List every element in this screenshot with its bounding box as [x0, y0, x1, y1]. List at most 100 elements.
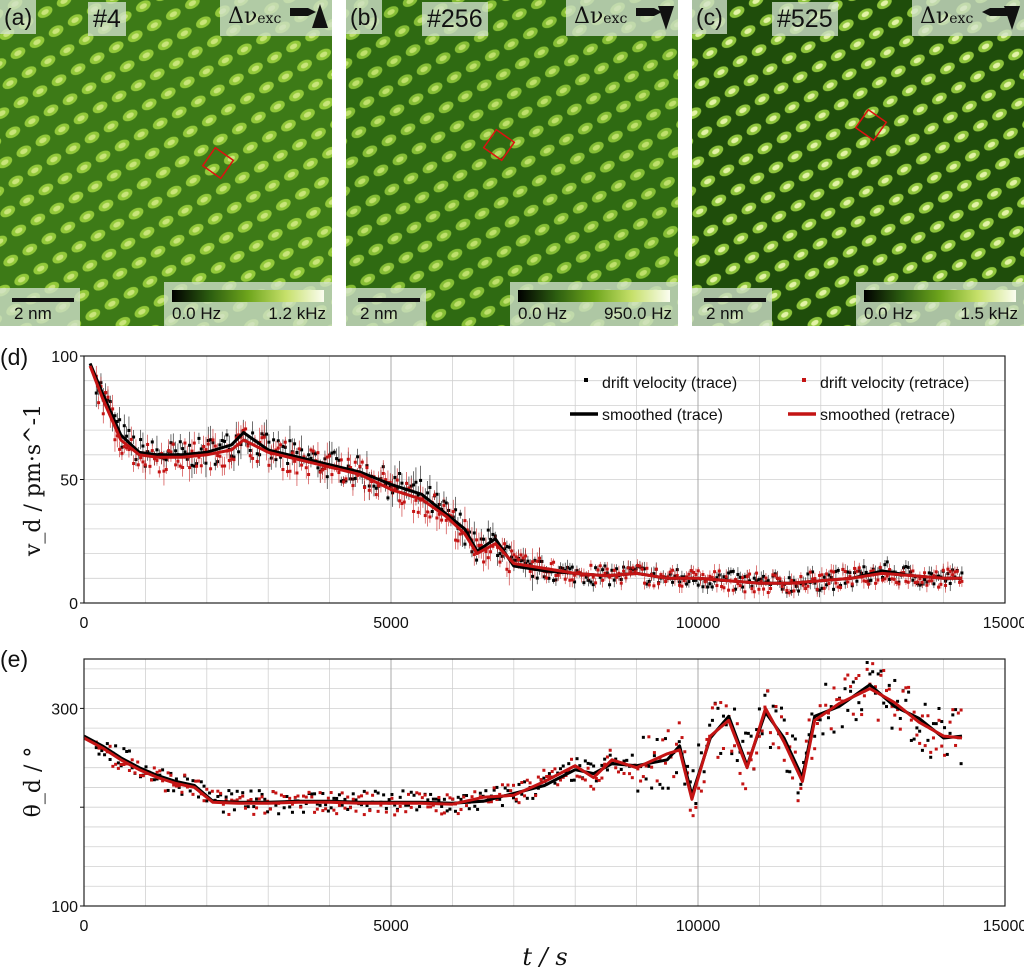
data-point-retrace	[829, 727, 833, 731]
data-point-retrace	[191, 792, 195, 796]
data-point-retrace	[846, 580, 850, 584]
data-point-trace	[326, 809, 330, 813]
data-point-trace	[710, 718, 714, 722]
data-point-trace	[797, 589, 801, 593]
data-point-retrace	[689, 569, 693, 573]
data-point-trace	[658, 782, 662, 786]
data-point-retrace	[337, 803, 341, 807]
data-point-retrace	[890, 577, 894, 581]
data-point-retrace	[249, 798, 253, 802]
data-point-trace	[912, 737, 916, 741]
data-point-retrace	[307, 473, 311, 477]
data-point-retrace	[923, 744, 927, 748]
data-point-retrace	[437, 512, 441, 516]
data-point-trace	[589, 762, 593, 766]
data-point-trace	[766, 579, 770, 583]
data-point-retrace	[127, 768, 131, 772]
data-point-retrace	[702, 780, 706, 784]
data-point-trace	[309, 456, 313, 460]
data-point-trace	[498, 797, 502, 801]
data-point-retrace	[743, 590, 747, 594]
data-point-trace	[619, 767, 623, 771]
data-point-trace	[836, 568, 840, 572]
data-point-trace	[594, 566, 598, 570]
data-point-trace	[125, 434, 129, 438]
data-point-retrace	[583, 778, 587, 782]
data-point-retrace	[570, 757, 574, 761]
data-point-retrace	[791, 776, 795, 780]
data-point-trace	[267, 440, 271, 444]
data-point-retrace	[948, 720, 952, 724]
data-point-retrace	[346, 457, 350, 461]
legend-label: drift velocity (retrace)	[820, 375, 969, 392]
data-point-retrace	[188, 466, 192, 470]
data-point-trace	[476, 807, 480, 811]
data-point-trace	[472, 531, 476, 535]
data-point-retrace	[310, 795, 314, 799]
data-point-trace	[178, 440, 182, 444]
data-point-trace	[694, 802, 698, 806]
data-point-retrace	[257, 797, 261, 801]
data-point-retrace	[304, 795, 308, 799]
data-point-trace	[746, 731, 750, 735]
data-point-retrace	[719, 701, 723, 705]
data-point-retrace	[691, 814, 695, 818]
data-point-retrace	[608, 575, 612, 579]
data-point-retrace	[153, 457, 157, 461]
data-point-retrace	[221, 802, 225, 806]
data-point-trace	[224, 795, 228, 799]
data-point-retrace	[857, 566, 861, 570]
data-point-trace	[197, 795, 201, 799]
data-point-trace	[911, 578, 915, 582]
data-point-retrace	[959, 708, 963, 712]
data-point-trace	[260, 792, 264, 796]
data-point-trace	[276, 439, 280, 443]
data-point-retrace	[414, 498, 418, 502]
data-point-retrace	[722, 586, 726, 590]
data-point-trace	[785, 769, 789, 773]
data-point-trace	[918, 729, 922, 733]
data-point-trace	[185, 777, 189, 781]
data-point-retrace	[882, 669, 886, 673]
data-point-trace	[920, 748, 924, 752]
data-point-trace	[570, 565, 574, 569]
data-point-retrace	[190, 449, 194, 453]
data-point-retrace	[730, 749, 734, 753]
data-point-trace	[948, 581, 952, 585]
panel-letter: (a)	[0, 0, 37, 34]
data-point-trace	[547, 576, 551, 580]
data-point-retrace	[902, 571, 906, 575]
data-point-trace	[603, 757, 607, 761]
data-point-trace	[459, 797, 463, 801]
data-point-retrace	[181, 465, 185, 469]
data-point-retrace	[735, 722, 739, 726]
data-point-retrace	[897, 582, 901, 586]
data-point-trace	[553, 781, 557, 785]
data-point-trace	[675, 771, 679, 775]
data-point-retrace	[183, 441, 187, 445]
data-point-trace	[412, 793, 416, 797]
data-point-retrace	[442, 811, 446, 815]
data-point-retrace	[343, 806, 347, 810]
data-point-trace	[255, 797, 259, 801]
data-point-retrace	[883, 577, 887, 581]
data-point-retrace	[818, 573, 822, 577]
data-point-trace	[792, 579, 796, 583]
data-point-retrace	[318, 470, 322, 474]
data-point-retrace	[223, 464, 227, 468]
data-point-trace	[876, 672, 880, 676]
data-point-retrace	[470, 795, 474, 799]
data-point-retrace	[616, 770, 620, 774]
data-point-trace	[655, 737, 659, 741]
data-point-trace	[132, 435, 136, 439]
data-point-trace	[114, 744, 118, 748]
data-point-trace	[265, 432, 269, 436]
data-point-trace	[697, 743, 701, 747]
data-point-retrace	[528, 569, 532, 573]
data-point-trace	[930, 572, 934, 576]
data-point-retrace	[645, 566, 649, 570]
data-point-trace	[733, 707, 737, 711]
data-point-retrace	[716, 755, 720, 759]
data-point-retrace	[388, 480, 392, 484]
data-point-retrace	[906, 580, 910, 584]
